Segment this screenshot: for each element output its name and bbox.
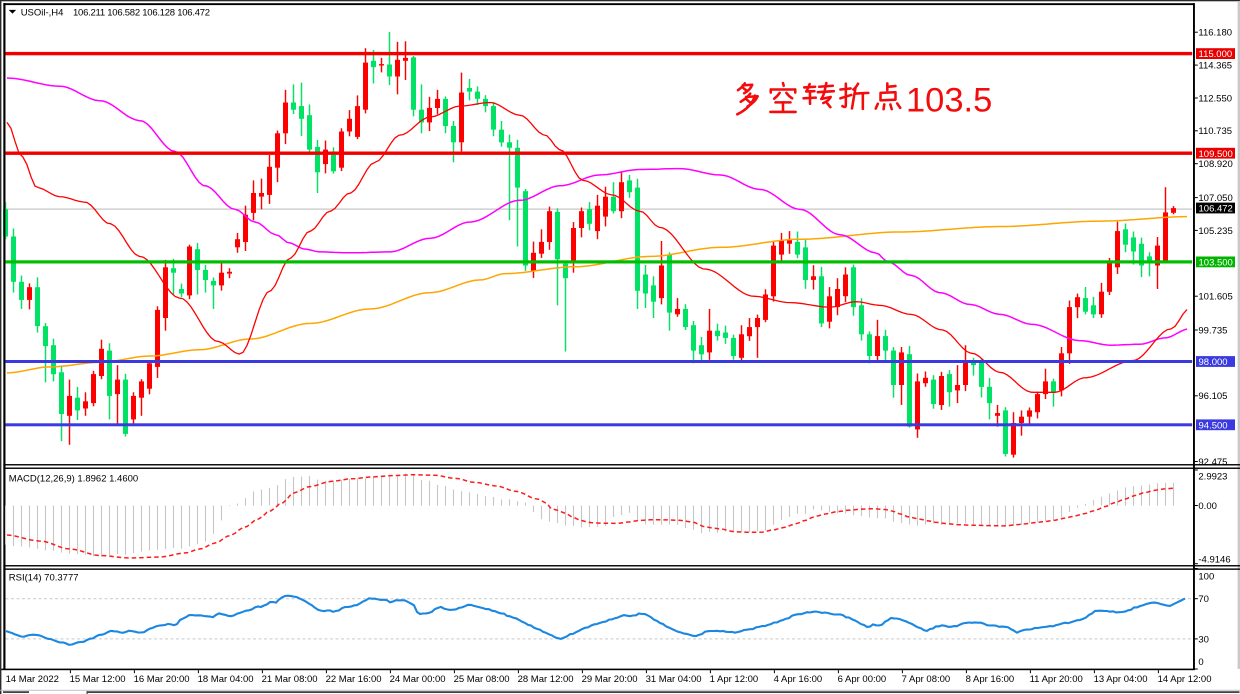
svg-text:RSI(14) 70.3777: RSI(14) 70.3777 (9, 573, 79, 584)
svg-text:100: 100 (1198, 572, 1214, 583)
svg-text:103.5: 103.5 (906, 82, 992, 120)
svg-text:112.550: 112.550 (1198, 93, 1232, 104)
svg-text:109.500: 109.500 (1199, 149, 1233, 160)
svg-text:22 Mar 16:00: 22 Mar 16:00 (326, 674, 382, 685)
svg-text:0: 0 (1198, 657, 1203, 668)
svg-text:107.050: 107.050 (1198, 193, 1232, 204)
svg-text:108.920: 108.920 (1198, 159, 1232, 170)
svg-text:98.000: 98.000 (1199, 357, 1228, 368)
svg-text:28 Mar 12:00: 28 Mar 12:00 (518, 674, 574, 685)
svg-text:106.472: 106.472 (1199, 204, 1233, 215)
svg-text:1 Apr 12:00: 1 Apr 12:00 (710, 674, 759, 685)
svg-text:70: 70 (1198, 594, 1209, 605)
svg-text:21 Mar 08:00: 21 Mar 08:00 (262, 674, 318, 685)
svg-text:14 Apr 12:00: 14 Apr 12:00 (1158, 674, 1212, 685)
svg-text:106.211 106.582 106.128 106.47: 106.211 106.582 106.128 106.472 (73, 7, 210, 18)
svg-text:16 Mar 20:00: 16 Mar 20:00 (134, 674, 190, 685)
svg-text:18 Mar 04:00: 18 Mar 04:00 (198, 674, 254, 685)
svg-text:105.235: 105.235 (1198, 226, 1232, 237)
svg-text:31 Mar 04:00: 31 Mar 04:00 (646, 674, 702, 685)
svg-text:115.000: 115.000 (1199, 49, 1233, 60)
svg-text:96.105: 96.105 (1198, 391, 1227, 402)
svg-text:114.365: 114.365 (1198, 61, 1232, 72)
svg-text:14 Mar 2022: 14 Mar 2022 (6, 674, 59, 685)
svg-text:25 Mar 08:00: 25 Mar 08:00 (454, 674, 510, 685)
svg-text:110.735: 110.735 (1198, 126, 1232, 137)
svg-text:6 Apr 00:00: 6 Apr 00:00 (838, 674, 887, 685)
svg-text:24 Mar 00:00: 24 Mar 00:00 (390, 674, 446, 685)
svg-text:8 Apr 16:00: 8 Apr 16:00 (966, 674, 1015, 685)
svg-text:29 Mar 20:00: 29 Mar 20:00 (582, 674, 638, 685)
svg-text:7 Apr 08:00: 7 Apr 08:00 (902, 674, 951, 685)
svg-text:4 Apr 16:00: 4 Apr 16:00 (774, 674, 823, 685)
svg-text:92.475: 92.475 (1198, 457, 1227, 468)
svg-text:15 Mar 12:00: 15 Mar 12:00 (70, 674, 126, 685)
svg-text:94.500: 94.500 (1199, 420, 1228, 431)
svg-text:-4.9146: -4.9146 (1198, 554, 1230, 565)
svg-text:2.9923: 2.9923 (1198, 471, 1227, 482)
svg-text:0.00: 0.00 (1198, 501, 1217, 512)
svg-text:11 Apr 20:00: 11 Apr 20:00 (1030, 674, 1083, 685)
svg-text:116.180: 116.180 (1198, 28, 1232, 39)
svg-text:101.605: 101.605 (1198, 292, 1232, 303)
svg-text:13 Apr 04:00: 13 Apr 04:00 (1094, 674, 1148, 685)
svg-text:30: 30 (1198, 634, 1209, 645)
svg-text:103.500: 103.500 (1199, 258, 1233, 269)
svg-text:99.735: 99.735 (1198, 325, 1227, 336)
svg-text:USOil-,H4: USOil-,H4 (21, 7, 64, 18)
svg-text:MACD(12,26,9) 1.8962 1.4600: MACD(12,26,9) 1.8962 1.4600 (9, 473, 138, 484)
